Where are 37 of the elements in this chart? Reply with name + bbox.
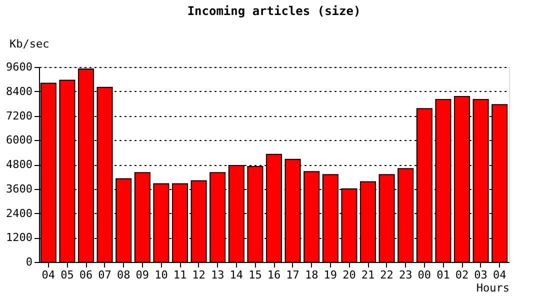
x-tick-label: 20 [342,268,356,282]
x-tick-label: 18 [304,268,318,282]
y-tick-label: 3600 [6,182,32,196]
x-tick-label: 05 [60,268,74,282]
x-tick-label: 09 [136,268,150,282]
x-tick-label: 04 [492,268,507,282]
y-tick-label: 7200 [6,109,32,122]
x-tick-label: 08 [116,268,130,282]
x-tick-label: 06 [79,268,93,282]
x-tick-label: 22 [380,268,394,282]
y-tick-label: 2400 [6,206,32,220]
x-tick-label: 04 [42,268,56,282]
x-tick-label: 15 [248,268,262,282]
y-tick-label: 9600 [6,60,32,74]
x-tick-label: 02 [455,268,469,282]
y-axis-title: Kb/sec [10,38,50,50]
x-axis-title: Hours [476,282,510,294]
y-tick-label: 4800 [6,158,32,171]
x-tick-label: 13 [210,268,224,282]
x-tick-label: 17 [286,268,300,282]
x-tick-label: 11 [173,268,187,282]
x-tick-label: 01 [436,268,450,282]
x-tick-label: 21 [361,268,375,282]
y-tick-label: 8400 [6,84,32,98]
y-tick-label: 1200 [6,231,32,244]
x-tick-label: 07 [98,268,112,282]
chart-title: Incoming articles (size) [187,4,361,18]
x-tick-label: 12 [192,268,206,282]
x-tick-label: 19 [324,268,338,282]
x-tick-label: 16 [267,268,281,282]
y-tick-label: 0 [26,256,32,268]
x-tick-label: 03 [474,268,488,282]
x-tick-label: 10 [154,268,168,282]
x-tick-label: 23 [398,268,412,282]
x-tick-label: 00 [418,268,432,282]
x-tick-label: 14 [230,268,244,282]
y-tick-label: 6000 [6,134,32,147]
